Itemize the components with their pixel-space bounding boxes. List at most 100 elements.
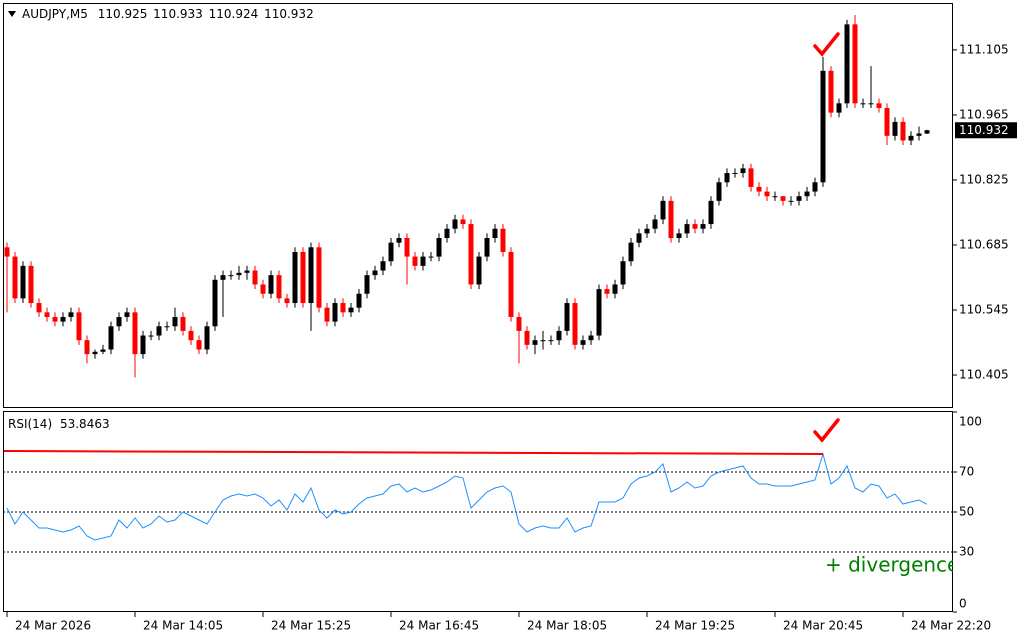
menu-triangle bbox=[8, 11, 16, 17]
x-tick-label: 24 Mar 19:25 bbox=[655, 619, 735, 633]
candle-body bbox=[180, 316, 186, 331]
candle-body bbox=[692, 224, 698, 229]
close-value: 110.932 bbox=[264, 7, 314, 21]
candle-body bbox=[756, 186, 762, 192]
candle-body bbox=[732, 172, 738, 174]
candle-body bbox=[172, 316, 178, 327]
candle-body bbox=[548, 340, 554, 342]
rsi-plot: + divergence bbox=[3, 450, 959, 577]
candle-body bbox=[188, 330, 194, 341]
candle-body bbox=[148, 335, 154, 337]
x-tick-label: 24 Mar 14:05 bbox=[143, 619, 223, 633]
candle-body bbox=[364, 275, 370, 294]
candle-body bbox=[404, 238, 410, 257]
candle-body bbox=[612, 284, 618, 294]
x-tick-label: 24 Mar 16:45 bbox=[399, 619, 479, 633]
candle-body bbox=[468, 224, 474, 285]
candle-body bbox=[628, 242, 634, 262]
candle-body bbox=[388, 242, 394, 262]
candle-body bbox=[68, 312, 74, 317]
candle-body bbox=[460, 219, 466, 225]
candle-body bbox=[220, 275, 226, 280]
x-tick-label: 24 Mar 22:20 bbox=[911, 619, 991, 633]
candle-body bbox=[372, 270, 378, 276]
price-tag-bg bbox=[955, 122, 1017, 139]
candle-body bbox=[724, 172, 730, 183]
candle-body bbox=[236, 272, 242, 276]
candle-body bbox=[908, 135, 914, 141]
candle-body bbox=[124, 312, 130, 317]
candle-body bbox=[828, 70, 834, 113]
high-value: 110.933 bbox=[153, 7, 203, 21]
candle-body bbox=[596, 289, 602, 336]
divergence-label: + divergence bbox=[825, 553, 959, 577]
candle-body bbox=[444, 228, 450, 239]
rsi-tick-label: 100 bbox=[959, 415, 982, 429]
candle-body bbox=[508, 251, 514, 317]
candle-body bbox=[84, 340, 90, 355]
candle-body bbox=[212, 279, 218, 327]
candle-body bbox=[836, 103, 842, 113]
candle-body bbox=[804, 191, 810, 197]
candle-body bbox=[252, 270, 258, 285]
candle-body bbox=[132, 312, 138, 355]
candle-body bbox=[36, 303, 42, 313]
candle-body bbox=[116, 316, 122, 327]
main-panel bbox=[3, 3, 953, 408]
rsi-tick-label: 50 bbox=[959, 505, 974, 519]
candle-body bbox=[228, 275, 234, 277]
candle-body bbox=[60, 316, 66, 322]
candle-body bbox=[324, 307, 330, 322]
candle-body bbox=[108, 326, 114, 350]
candle-body bbox=[604, 289, 610, 294]
candle-body bbox=[748, 168, 754, 187]
candle-body bbox=[412, 256, 418, 266]
candle-body bbox=[156, 326, 162, 336]
header: AUDJPY,M5 110.925 110.933 110.924 110.93… bbox=[22, 7, 314, 21]
candle-body bbox=[852, 24, 858, 104]
rsi-tick-label: 0 bbox=[959, 597, 967, 611]
candle-body bbox=[916, 133, 922, 136]
candle-body bbox=[316, 247, 322, 308]
candle-body bbox=[140, 335, 146, 355]
candle-body bbox=[12, 256, 18, 299]
candle-body bbox=[788, 200, 794, 202]
candle-body bbox=[764, 191, 770, 197]
candle-body bbox=[708, 200, 714, 225]
y-tick-label: 110.825 bbox=[959, 172, 1009, 186]
candle-body bbox=[436, 238, 442, 257]
candle-body bbox=[676, 233, 682, 239]
x-tick-label: 24 Mar 18:05 bbox=[527, 619, 607, 633]
candle-body bbox=[476, 256, 482, 285]
divergence-line bbox=[3, 450, 824, 455]
axes: 110.405 110.545 110.685 110.825 110.965 111.1… bbox=[6, 42, 1017, 633]
y-tick-label: 110.545 bbox=[959, 303, 1009, 317]
rsi-tick-label: 30 bbox=[959, 545, 974, 559]
rsi-tick-label: 70 bbox=[959, 465, 974, 479]
check-mark bbox=[813, 418, 840, 443]
candle-body bbox=[900, 121, 906, 141]
candle-body bbox=[924, 130, 930, 134]
candle-body bbox=[812, 182, 818, 192]
candle-body bbox=[660, 200, 666, 220]
candle-body bbox=[876, 103, 882, 108]
rsi-line bbox=[6, 452, 928, 541]
candle-body bbox=[884, 107, 890, 136]
price-tag: 110.932 bbox=[959, 123, 1009, 137]
candle-body bbox=[668, 200, 674, 239]
candle-body bbox=[820, 70, 826, 183]
candle-body bbox=[260, 284, 266, 294]
x-tick-label: 24 Mar 20:45 bbox=[783, 619, 863, 633]
candle-body bbox=[92, 351, 98, 355]
candle-body bbox=[44, 312, 50, 317]
x-tick-label: 24 Mar 15:25 bbox=[271, 619, 351, 633]
candle-body bbox=[644, 228, 650, 234]
candle-body bbox=[164, 326, 170, 328]
candle-body bbox=[284, 298, 290, 304]
candle-body bbox=[340, 303, 346, 313]
candle-body bbox=[796, 196, 802, 201]
candle-body bbox=[452, 219, 458, 229]
candle-body bbox=[428, 256, 434, 258]
candle-body bbox=[420, 256, 426, 266]
